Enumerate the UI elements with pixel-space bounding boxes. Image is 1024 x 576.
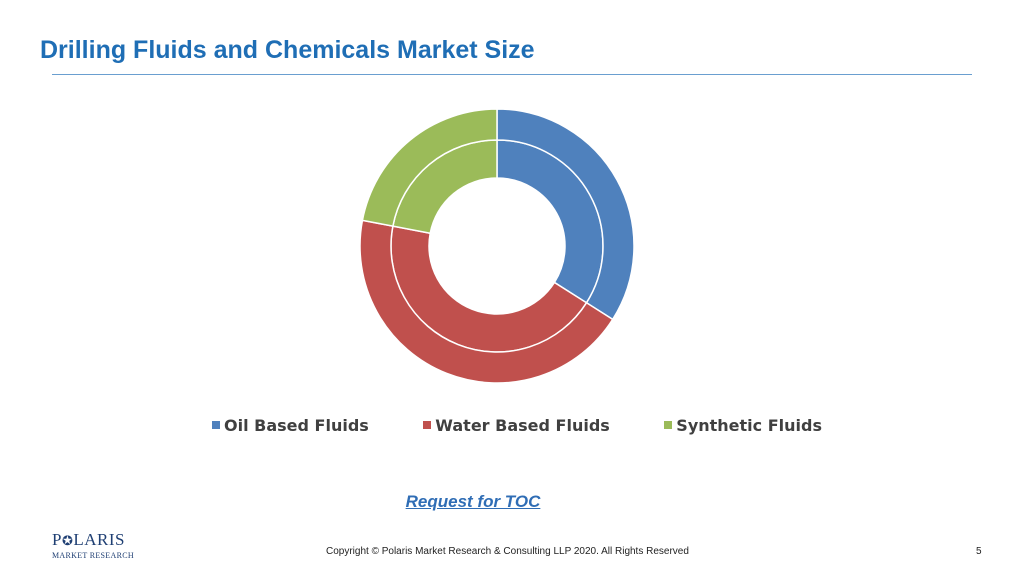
legend-swatch-synthetic xyxy=(664,421,673,429)
outer-slice-synthetic xyxy=(361,108,498,228)
legend-item-oil: Oil Based Fluids xyxy=(212,416,369,435)
title-divider xyxy=(52,74,972,75)
polaris-logo: P✪LARIS MARKET RESEARCH xyxy=(50,530,134,564)
request-toc-link[interactable]: Request for TOC xyxy=(405,492,541,511)
legend-item-synthetic: Synthetic Fluids xyxy=(664,416,822,435)
legend-swatch-water xyxy=(423,421,432,429)
page-number: 5 xyxy=(976,546,982,557)
legend-swatch-oil xyxy=(212,421,220,429)
legend-label-synthetic: Synthetic Fluids xyxy=(676,415,822,435)
page-title: Drilling Fluids and Chemicals Market Siz… xyxy=(40,36,535,64)
legend-item-water: Water Based Fluids xyxy=(423,416,610,435)
legend-label-water: Water Based Fluids xyxy=(435,415,610,435)
chart-legend: Oil Based Fluids Water Based Fluids Synt… xyxy=(212,414,822,436)
logo-wordmark: P✪LARIS xyxy=(52,530,125,549)
logo-subtitle: MARKET RESEARCH xyxy=(52,551,134,560)
copyright-text: Copyright © Polaris Market Research & Co… xyxy=(326,546,689,557)
legend-label-oil: Oil Based Fluids xyxy=(224,415,369,435)
star-icon: ✪ xyxy=(61,533,74,548)
